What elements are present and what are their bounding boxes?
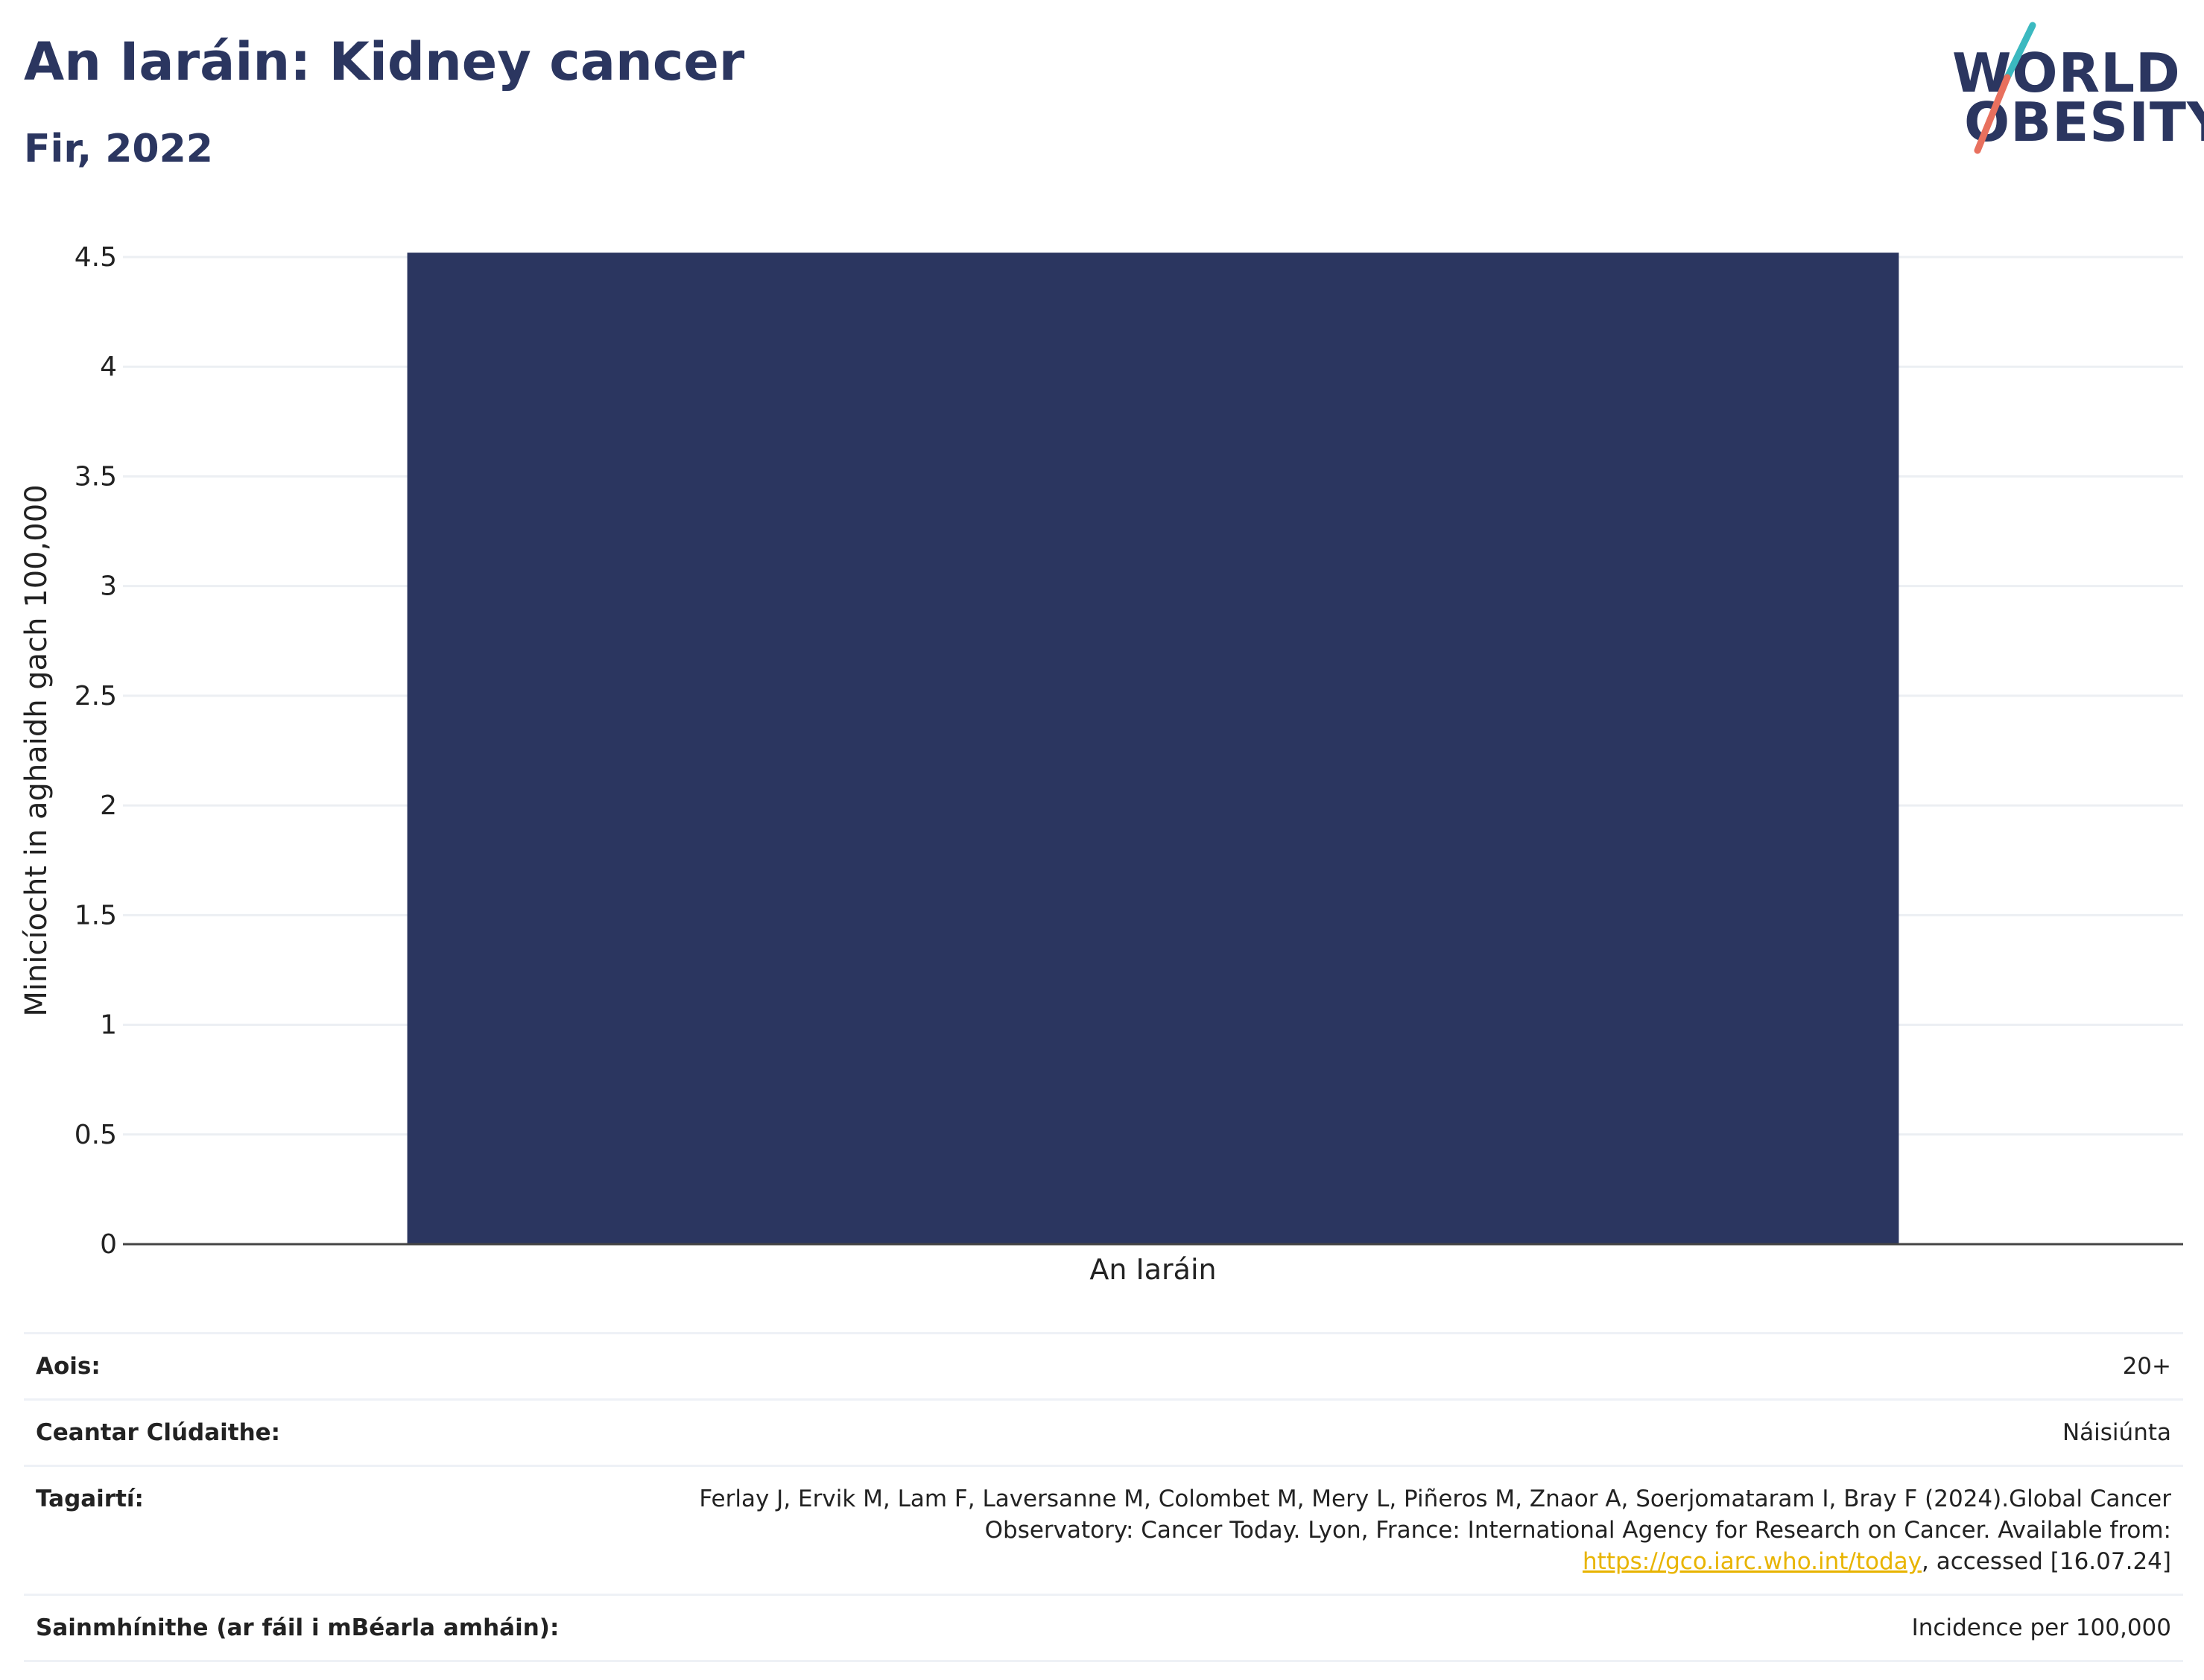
reference-text: Ferlay J, Ervik M, Lam F, Laversanne M, … <box>699 1486 2171 1544</box>
reference-link[interactable]: https://gco.iarc.who.int/today <box>1583 1548 1922 1575</box>
y-tick-labels: 0 0.5 1 1.5 2 2.5 3 3.5 4 4.5 <box>75 242 117 1260</box>
chart-title: An Iaráin: Kidney cancer <box>24 31 745 92</box>
info-row-definitions: Sainmhínithe (ar fáil i mBéarla amháin):… <box>24 1596 2183 1662</box>
y-tick-label: 3.5 <box>75 461 117 492</box>
info-label-definitions: Sainmhínithe (ar fáil i mBéarla amháin): <box>36 1614 560 1641</box>
info-value-definitions: Incidence per 100,000 <box>1911 1614 2171 1641</box>
info-table: Aois: 20+ Ceantar Clúdaithe: Náisiúnta T… <box>24 1332 2183 1662</box>
logo-line-1: WORLD <box>1952 42 2181 104</box>
bars <box>407 253 1899 1245</box>
info-row-coverage: Ceantar Clúdaithe: Náisiúnta <box>24 1401 2183 1467</box>
info-value-references: Ferlay J, Ervik M, Lam F, Laversanne M, … <box>636 1483 2171 1577</box>
y-tick-label: 2.5 <box>75 681 117 711</box>
x-tick-label: An Iaráin <box>1089 1253 1216 1286</box>
bar-chart: 0 0.5 1 1.5 2 2.5 3 3.5 4 4.5 An Iaráin Minicíoch… <box>19 242 2183 1286</box>
y-tick-label: 3 <box>100 571 117 602</box>
reference-accessed: , accessed [16.07.24] <box>1921 1548 2171 1575</box>
chart-subtitle: Fir, 2022 <box>24 127 213 171</box>
y-axis-title: Minicíocht in aghaidh gach 100,000 <box>19 484 54 1016</box>
info-value-coverage: Náisiúnta <box>2062 1419 2171 1446</box>
info-value-age: 20+ <box>2122 1353 2171 1380</box>
logo-line-2: OBESITY <box>1964 91 2204 153</box>
y-tick-label: 1 <box>100 1010 117 1041</box>
info-label-age: Aois: <box>36 1353 101 1380</box>
x-tick-labels: An Iaráin <box>1089 1253 1216 1286</box>
bar <box>407 253 1899 1245</box>
info-row-references: Tagairtí: Ferlay J, Ervik M, Lam F, Lave… <box>24 1467 2183 1596</box>
info-label-coverage: Ceantar Clúdaithe: <box>36 1419 281 1446</box>
y-tick-label: 1.5 <box>75 900 117 931</box>
y-tick-label: 0 <box>100 1229 117 1260</box>
y-tick-label: 4 <box>100 352 117 382</box>
y-tick-label: 4.5 <box>75 242 117 273</box>
world-obesity-logo: WORLD OBESITY <box>1948 18 2204 159</box>
logo-slash-icon <box>1974 22 2036 154</box>
info-row-age: Aois: 20+ <box>24 1334 2183 1401</box>
y-tick-label: 0.5 <box>75 1120 117 1150</box>
info-label-references: Tagairtí: <box>36 1486 144 1512</box>
y-tick-label: 2 <box>100 790 117 821</box>
